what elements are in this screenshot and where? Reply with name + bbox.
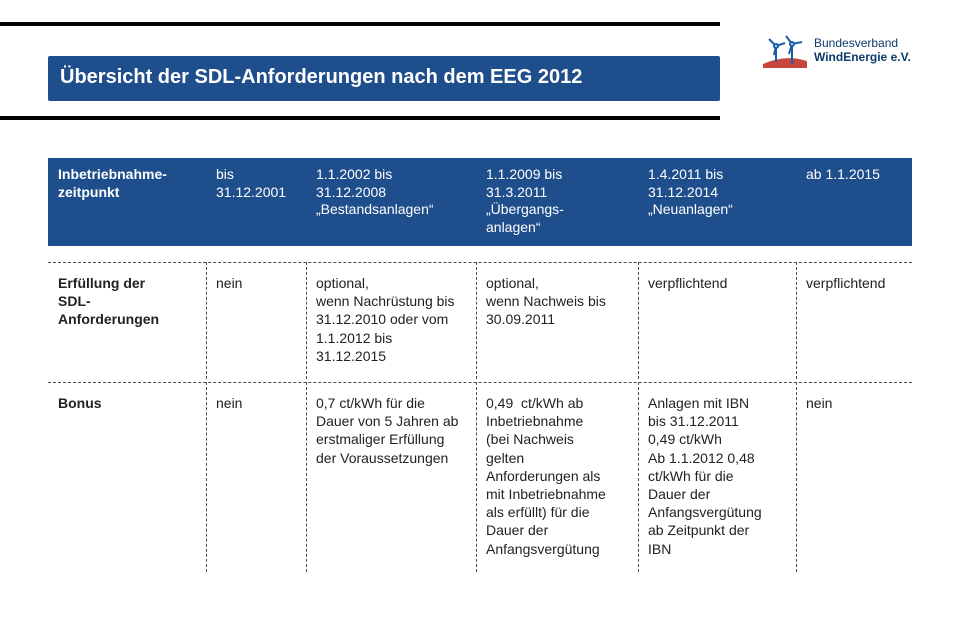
header-cell: Inbetriebnahme- zeitpunkt (48, 158, 206, 246)
page-title: Übersicht der SDL-Anforderungen nach dem… (48, 56, 720, 101)
logo-text: Bundesverband WindEnergie e.V. (814, 37, 911, 65)
header-cell: 1.4.2011 bis 31.12.2014 „Neuanlagen“ (638, 158, 796, 246)
row-label: Bonus (48, 388, 206, 568)
rule-mid (0, 116, 720, 120)
logo: Bundesverband WindEnergie e.V. (762, 34, 932, 68)
logo-line1: Bundesverband (814, 37, 911, 51)
table-cell: optional, wenn Nachrüstung bis 31.12.201… (306, 268, 476, 375)
table-row: Bonus nein 0,7 ct/kWh für die Dauer von … (48, 388, 912, 568)
table-cell: nein (796, 388, 912, 568)
table-header-row: Inbetriebnahme- zeitpunkt bis 31.12.2001… (48, 158, 912, 246)
wind-turbine-icon (762, 34, 808, 68)
table-cell: verpflichtend (796, 268, 912, 375)
header-cell: 1.1.2009 bis 31.3.2011 „Übergangs- anlag… (476, 158, 638, 246)
table-cell: 0,7 ct/kWh für die Dauer von 5 Jahren ab… (306, 388, 476, 568)
table-cell: Anlagen mit IBN bis 31.12.2011 0,49 ct/k… (638, 388, 796, 568)
table-cell: 0,49 ct/kWh ab Inbetriebnahme (bei Nachw… (476, 388, 638, 568)
header-cell: 1.1.2002 bis 31.12.2008 „Bestandsanlagen… (306, 158, 476, 246)
table-cell: nein (206, 268, 306, 375)
table-cell: verpflichtend (638, 268, 796, 375)
header-cell: ab 1.1.2015 (796, 158, 912, 246)
row-label: Erfüllung der SDL- Anforderungen (48, 268, 206, 375)
header-cell: bis 31.12.2001 (206, 158, 306, 246)
table-cell: optional, wenn Nachweis bis 30.09.2011 (476, 268, 638, 375)
table-cell: nein (206, 388, 306, 568)
table-row: Erfüllung der SDL- Anforderungen nein op… (48, 268, 912, 375)
rule-top (0, 22, 720, 26)
logo-line2: WindEnergie e.V. (814, 51, 911, 65)
